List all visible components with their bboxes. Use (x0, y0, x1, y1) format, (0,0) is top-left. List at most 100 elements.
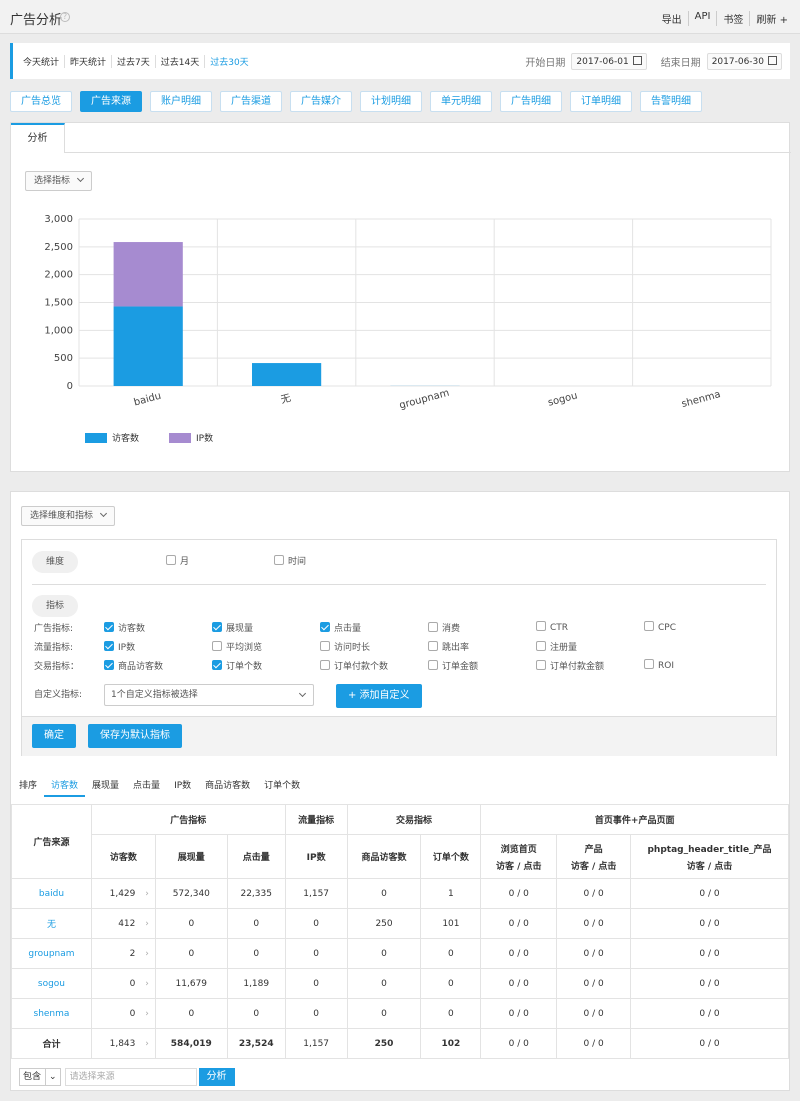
chevron-right-icon[interactable]: › (139, 878, 156, 909)
metric-avg-views-option[interactable]: 平均浏览 (212, 640, 262, 653)
col-header-visitors[interactable]: 访客数 (90, 834, 156, 879)
period-30days[interactable]: 过去30天 (204, 55, 253, 68)
sort-product-visitors[interactable]: 商品访客数 (205, 781, 251, 791)
tab-ad-detail[interactable]: 广告明细 (500, 91, 562, 112)
checkbox[interactable] (536, 641, 546, 651)
api-link[interactable]: API (687, 11, 717, 26)
checkbox[interactable] (166, 555, 176, 565)
cell-impressions: 0 (154, 938, 228, 969)
metric-visitors-option[interactable]: 访客数 (104, 621, 145, 634)
metric-paid-orders-option[interactable]: 订单付款个数 (320, 659, 388, 672)
legend-item-visitors[interactable]: 访客数 (85, 431, 139, 444)
metric-clicks-option[interactable]: 点击量 (320, 621, 361, 634)
select-dimension-dropdown[interactable]: 选择维度和指标 (21, 506, 116, 526)
checkbox[interactable] (212, 622, 222, 632)
source-link[interactable]: baidu (11, 878, 92, 909)
checkbox[interactable] (212, 641, 222, 651)
custom-metric-select[interactable]: 1个自定义指标被选择 (104, 684, 314, 706)
period-yesterday[interactable]: 昨天统计 (64, 55, 111, 68)
chevron-right-icon[interactable]: › (139, 1028, 156, 1059)
col-header-orders[interactable]: 订单个数 (420, 834, 482, 879)
sort-visitors[interactable]: 访客数 (44, 778, 86, 797)
checkbox[interactable] (536, 660, 546, 670)
chevron-right-icon[interactable]: › (139, 998, 156, 1029)
source-link[interactable]: 无 (11, 908, 92, 939)
checkbox[interactable] (320, 660, 330, 670)
chevron-right-icon[interactable]: › (139, 908, 156, 939)
tab-account-detail[interactable]: 账户明细 (150, 91, 212, 112)
checkbox[interactable] (644, 621, 654, 631)
source-link[interactable]: shenma (11, 998, 92, 1029)
help-icon[interactable]: ? (60, 12, 70, 22)
checkbox[interactable] (320, 622, 330, 632)
metric-ip-option[interactable]: IP数 (104, 640, 135, 653)
select-metric-dropdown[interactable]: 选择指标 (25, 171, 93, 191)
metric-bounce-rate-option[interactable]: 跳出率 (428, 640, 469, 653)
chevron-right-icon[interactable]: › (139, 968, 156, 999)
period-today[interactable]: 今天统计 (23, 58, 60, 68)
checkbox[interactable] (428, 641, 438, 651)
col-header-product-visitors[interactable]: 商品访客数 (346, 834, 422, 879)
tab-ad-medium[interactable]: 广告媒介 (290, 91, 352, 112)
checkbox[interactable] (104, 660, 114, 670)
calendar-icon[interactable] (768, 56, 777, 65)
add-custom-metric-button[interactable]: + 添加自定义 (336, 684, 422, 708)
metric-registrations-option[interactable]: 注册量 (536, 640, 577, 653)
period-14days[interactable]: 过去14天 (154, 55, 204, 68)
checkbox[interactable] (428, 660, 438, 670)
calendar-icon[interactable] (632, 56, 642, 65)
chevron-right-icon[interactable]: › (139, 938, 156, 969)
checkbox[interactable] (320, 641, 330, 651)
tab-analysis[interactable]: 分析 (11, 123, 65, 153)
metric-spend-option[interactable]: 消费 (428, 621, 460, 634)
metric-orders-option[interactable]: 订单个数 (212, 659, 262, 672)
checkbox[interactable] (644, 659, 654, 669)
tab-order-detail[interactable]: 订单明细 (570, 91, 632, 112)
metric-cpc-option[interactable]: CPC (644, 621, 676, 633)
sort-clicks[interactable]: 点击量 (133, 781, 161, 791)
col-header-ip[interactable]: IP数 (284, 834, 348, 879)
checkbox[interactable] (212, 660, 222, 670)
checkbox[interactable] (274, 555, 284, 565)
tab-ad-source[interactable]: 广告来源 (80, 91, 142, 112)
metric-product-visitors-option[interactable]: 商品访客数 (104, 659, 163, 672)
checkbox[interactable] (536, 621, 546, 631)
end-date-field[interactable]: 2017-06-30 (706, 53, 782, 70)
sort-orders[interactable]: 订单个数 (264, 781, 301, 791)
tab-plan-detail[interactable]: 计划明细 (360, 91, 422, 112)
tab-alert-detail[interactable]: 告警明细 (640, 91, 702, 112)
dimension-month-option[interactable]: 月 (166, 554, 189, 567)
dimension-time-option[interactable]: 时间 (274, 554, 306, 567)
analyze-button[interactable]: 分析 (198, 1068, 235, 1086)
save-default-button[interactable]: 保存为默认指标 (88, 724, 182, 748)
legend-item-ip[interactable]: IP数 (169, 431, 213, 444)
tab-ad-overview[interactable]: 广告总览 (10, 91, 72, 112)
source-link[interactable]: sogou (11, 968, 92, 999)
checkbox[interactable] (104, 641, 114, 651)
cell-h2: 0 / 0 (556, 1028, 632, 1059)
tab-unit-detail[interactable]: 单元明细 (430, 91, 492, 112)
metric-order-amount-option[interactable]: 订单金额 (428, 659, 478, 672)
sort-ip[interactable]: IP数 (174, 781, 192, 791)
checkbox[interactable] (428, 622, 438, 632)
col-header-impressions[interactable]: 展现量 (154, 834, 228, 879)
confirm-button[interactable]: 确定 (32, 724, 76, 748)
metric-impressions-option[interactable]: 展现量 (212, 621, 253, 634)
tab-ad-channel[interactable]: 广告渠道 (220, 91, 282, 112)
export-link[interactable]: 导出 (661, 15, 682, 26)
metric-roi-option[interactable]: ROI (644, 659, 674, 671)
source-link[interactable]: groupnam (11, 938, 92, 969)
cell-ip: 0 (284, 908, 348, 939)
metric-ctr-option[interactable]: CTR (536, 621, 568, 633)
col-header-clicks[interactable]: 点击量 (226, 834, 286, 879)
refresh-link[interactable]: 刷新 + (749, 11, 794, 26)
period-7days[interactable]: 过去7天 (111, 55, 155, 68)
source-input[interactable]: 请选择来源 (64, 1068, 197, 1086)
start-date-field[interactable]: 2017-06-01 (571, 53, 647, 70)
checkbox[interactable] (104, 622, 114, 632)
metric-visit-duration-option[interactable]: 访问时长 (320, 640, 370, 653)
bookmark-link[interactable]: 书签 (716, 11, 749, 26)
include-select[interactable]: 包含 ⌄ (19, 1068, 61, 1086)
metric-paid-amount-option[interactable]: 订单付款金额 (536, 659, 604, 672)
sort-impressions[interactable]: 展现量 (92, 781, 120, 791)
